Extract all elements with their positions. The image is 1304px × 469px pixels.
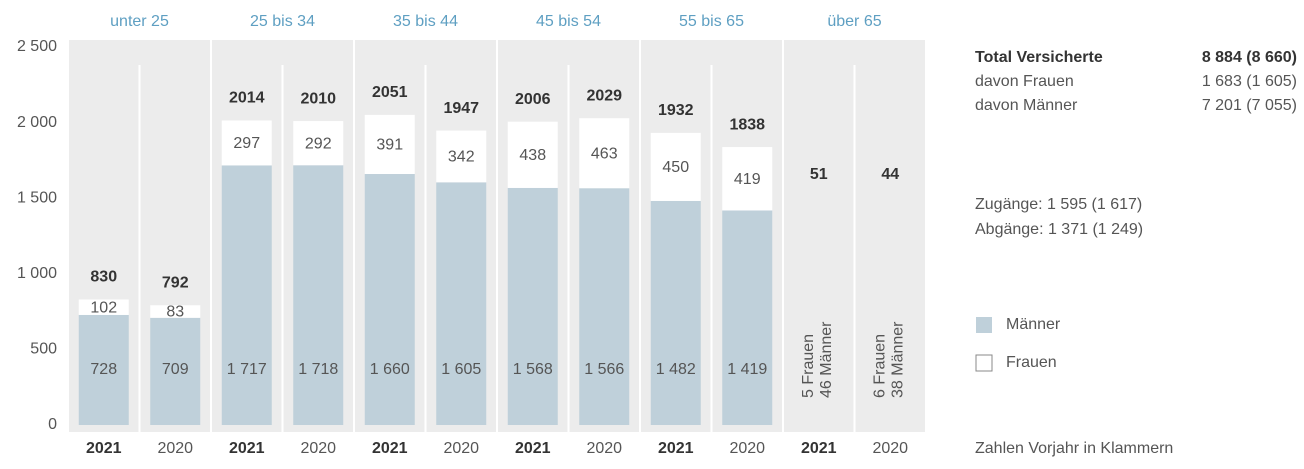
total-label: 2051 — [372, 84, 408, 101]
x-tick-label: 2021 — [515, 440, 551, 457]
column-note: 46 Männer — [818, 321, 835, 398]
legend-swatch — [976, 317, 992, 333]
x-tick-label: 2020 — [443, 440, 479, 457]
total-label: 1947 — [443, 100, 479, 117]
value-label: 1 482 — [656, 361, 696, 378]
bar-segment — [507, 121, 558, 188]
value-label: 1 605 — [441, 361, 481, 378]
bar-segment — [150, 305, 201, 318]
bar-segment — [78, 314, 129, 425]
value-label: 450 — [662, 159, 689, 176]
value-label: 463 — [591, 145, 618, 162]
group-label: 55 bis 65 — [679, 13, 744, 30]
bar-segment — [293, 165, 344, 425]
summary-label: davon Frauen — [975, 73, 1074, 90]
total-label: 1932 — [658, 102, 694, 119]
value-label: 297 — [233, 135, 260, 152]
x-tick-label: 2021 — [229, 440, 265, 457]
y-tick-label: 1 500 — [17, 189, 57, 206]
value-label: 102 — [90, 299, 117, 316]
bar-segment — [436, 182, 487, 425]
y-tick-label: 2 500 — [17, 38, 57, 55]
value-label: 83 — [166, 304, 184, 321]
x-tick-label: 2021 — [801, 440, 837, 457]
bar-segment — [722, 147, 773, 211]
bar-segment — [436, 130, 487, 183]
value-label: 391 — [376, 137, 403, 154]
flow-text: Zugänge: 1 595 (1 617) — [975, 196, 1142, 213]
value-label: 1 566 — [584, 361, 624, 378]
legend-swatch — [975, 354, 993, 372]
value-label: 728 — [90, 361, 117, 378]
total-label: 2010 — [300, 90, 336, 107]
column-note: 5 Frauen — [800, 334, 817, 398]
bar-segment — [579, 118, 630, 189]
column-note: 38 Männer — [889, 321, 906, 398]
bar-segment — [150, 317, 201, 425]
value-label: 292 — [305, 135, 332, 152]
bar-segment — [221, 165, 272, 426]
bar-segment — [293, 121, 344, 166]
legend-label: Männer — [1006, 316, 1061, 333]
x-tick-label: 2020 — [729, 440, 765, 457]
group-label: 45 bis 54 — [536, 13, 601, 30]
footnote: Zahlen Vorjahr in Klammern — [975, 440, 1173, 457]
total-label: 1838 — [729, 116, 765, 133]
value-label: 1 718 — [298, 361, 338, 378]
summary-value: 1 683 (1 605) — [1202, 73, 1297, 90]
x-tick-label: 2021 — [86, 440, 122, 457]
x-tick-label: 2020 — [300, 440, 336, 457]
flow-text: Abgänge: 1 371 (1 249) — [975, 221, 1143, 238]
total-label: 2014 — [229, 90, 265, 107]
bar-segment — [507, 187, 558, 425]
total-label: 792 — [162, 274, 189, 291]
column-note: 6 Frauen — [871, 334, 888, 398]
bar-segment — [579, 188, 630, 425]
value-label: 438 — [519, 147, 546, 164]
summary-label: davon Männer — [975, 97, 1078, 114]
summary-label: Total Versicherte — [975, 49, 1103, 66]
x-tick-label: 2020 — [872, 440, 908, 457]
group-label: 25 bis 34 — [250, 13, 315, 30]
bar-segment — [722, 210, 773, 425]
group-label: unter 25 — [110, 13, 169, 30]
total-label: 44 — [881, 166, 899, 183]
bar-segment — [650, 200, 701, 425]
bar-segment — [221, 120, 272, 166]
y-tick-label: 0 — [48, 416, 57, 433]
y-tick-label: 1 000 — [17, 265, 57, 282]
value-label: 1 660 — [370, 361, 410, 378]
group-label: über 65 — [827, 13, 881, 30]
x-tick-label: 2021 — [658, 440, 694, 457]
value-label: 709 — [162, 361, 189, 378]
value-label: 1 419 — [727, 361, 767, 378]
group-label: 35 bis 44 — [393, 13, 458, 30]
value-label: 1 717 — [227, 361, 267, 378]
value-label: 342 — [448, 149, 475, 166]
summary-value: 7 201 (7 055) — [1202, 97, 1297, 114]
x-tick-label: 2021 — [372, 440, 408, 457]
bar-segment — [364, 174, 415, 425]
value-label: 419 — [734, 171, 761, 188]
total-label: 2029 — [586, 87, 622, 104]
total-label: 830 — [90, 269, 117, 286]
x-tick-label: 2020 — [157, 440, 193, 457]
value-label: 1 568 — [513, 361, 553, 378]
y-tick-label: 500 — [30, 341, 57, 358]
bar-segment — [364, 114, 415, 175]
y-tick-label: 2 000 — [17, 114, 57, 131]
x-tick-label: 2020 — [586, 440, 622, 457]
legend-label: Frauen — [1006, 354, 1057, 371]
total-label: 51 — [810, 166, 828, 183]
bar-segment — [78, 299, 129, 315]
bar-segment — [650, 132, 701, 201]
summary-value: 8 884 (8 660) — [1202, 49, 1297, 66]
total-label: 2006 — [515, 91, 551, 108]
